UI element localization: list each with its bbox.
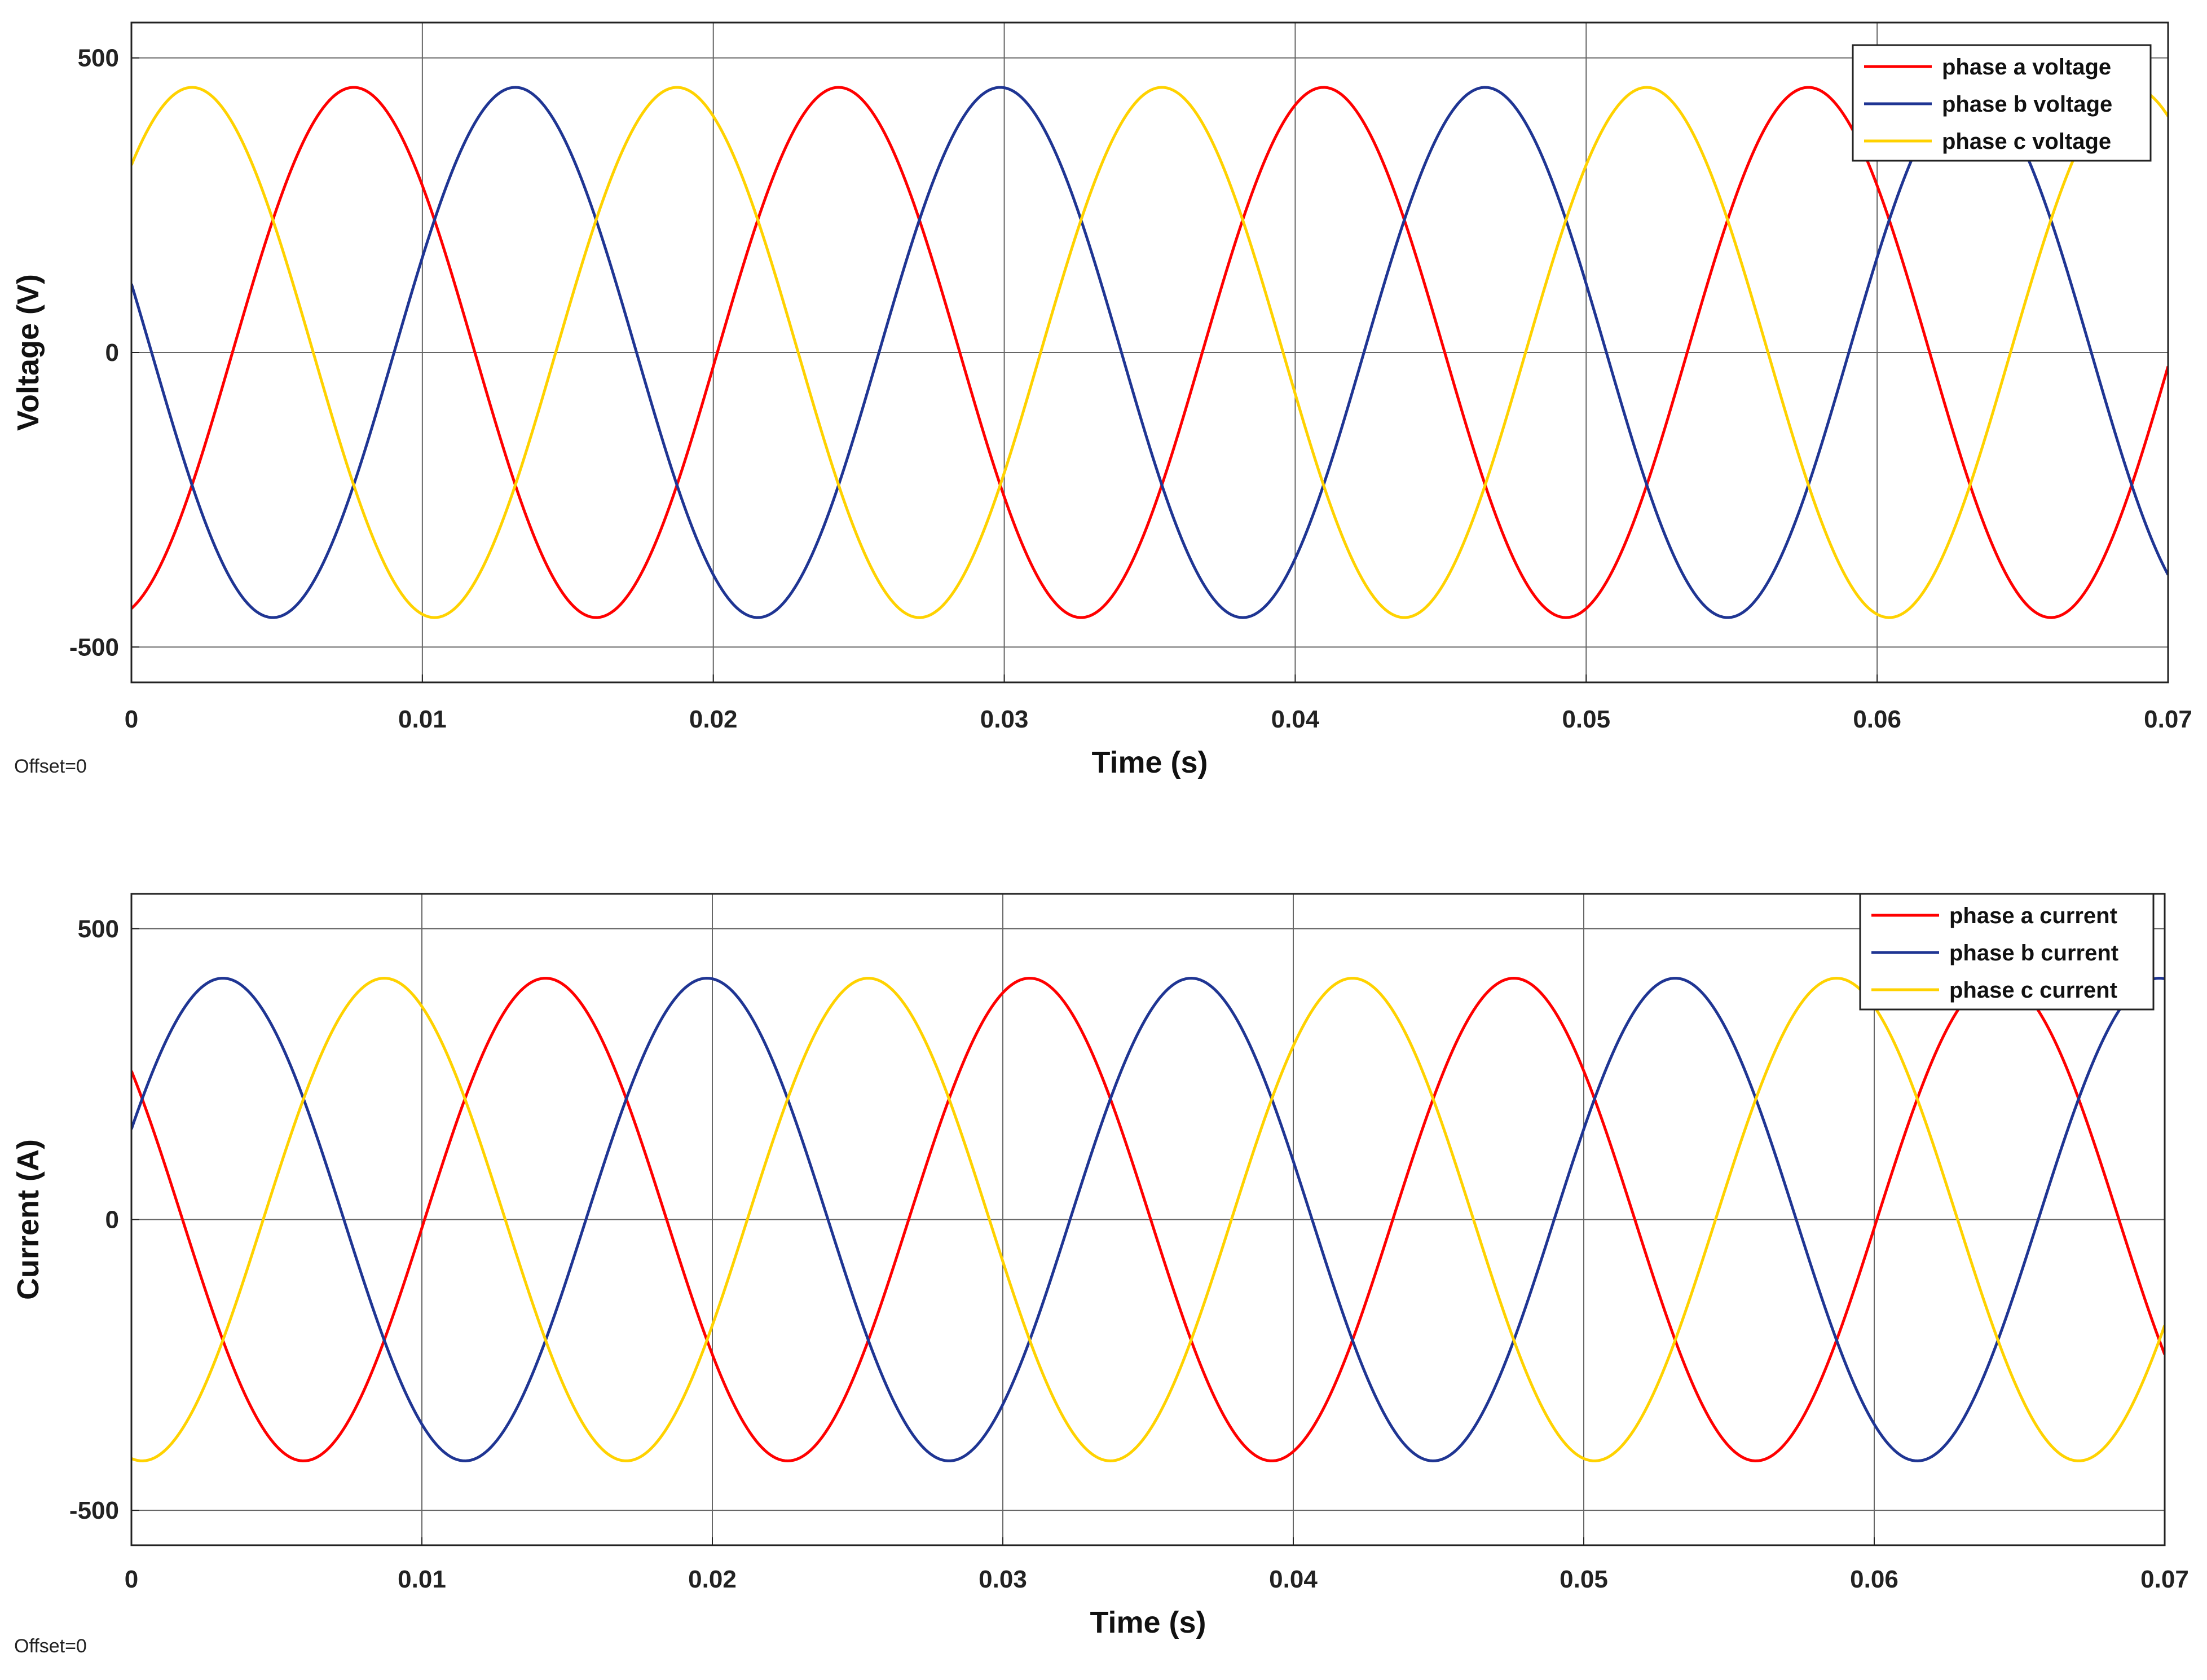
y-tick-label: 500	[78, 915, 119, 943]
legend-entry: phase a voltage	[1942, 55, 2111, 80]
legend-entry: phase b voltage	[1942, 92, 2112, 117]
x-tick-label: 0.05	[1560, 1566, 1608, 1593]
y-tick-label: -500	[69, 1497, 119, 1524]
x-tick-label: 0.07	[2140, 1566, 2189, 1593]
x-tick-label: 0	[125, 705, 138, 733]
x-tick-label: 0	[125, 1566, 138, 1593]
x-tick-label: 0.07	[2144, 705, 2192, 733]
legend: phase a current phase b current phase c cu…	[1859, 893, 2155, 1011]
legend-entry: phase c voltage	[1942, 129, 2111, 154]
x-tick-label: 0.02	[689, 705, 738, 733]
legend-entry: phase a current	[1949, 903, 2117, 928]
current-offset-label: Offset=0	[14, 1635, 87, 1657]
x-tick-label: 0.03	[980, 705, 1029, 733]
x-axis-label: Time (s)	[1091, 746, 1208, 779]
voltage-chart-panel: 0 0.01 0.02 0.03 0.04 0.05 0.06 0.07 -500 0 500 Tim…	[0, 0, 2207, 829]
x-tick-label: 0.03	[979, 1566, 1027, 1593]
series-line-1	[131, 86, 2168, 619]
series-line-3	[131, 86, 2168, 619]
x-tick-label: 0.06	[1853, 705, 1901, 733]
x-tick-label: 0.01	[398, 705, 447, 733]
series-line-3	[131, 977, 2165, 1462]
y-tick-label: -500	[69, 633, 119, 661]
current-chart-panel: 0 0.01 0.02 0.03 0.04 0.05 0.06 0.07 -500 0 500 Tim…	[0, 829, 2207, 1680]
series-line-1	[131, 977, 2165, 1462]
x-tick-label: 0.04	[1271, 705, 1320, 733]
x-axis-label: Time (s)	[1090, 1606, 1206, 1639]
x-tick-label: 0.02	[688, 1566, 737, 1593]
series-line-2	[131, 977, 2165, 1462]
y-tick-label: 0	[105, 339, 119, 367]
x-tick-label: 0.04	[1269, 1566, 1318, 1593]
voltage-offset-label: Offset=0	[14, 756, 87, 777]
y-tick-label: 0	[105, 1206, 119, 1234]
series-line-2	[131, 86, 2168, 619]
legend-entry: phase c current	[1949, 978, 2117, 1003]
legend-entry: phase b current	[1949, 941, 2118, 965]
x-tick-label: 0.01	[398, 1566, 446, 1593]
voltage-chart: 0 0.01 0.02 0.03 0.04 0.05 0.06 0.07 -500 0 500 Tim…	[11, 21, 2192, 779]
legend: phase a voltage phase b voltage phase c vo…	[1852, 44, 2152, 162]
current-chart: 0 0.01 0.02 0.03 0.04 0.05 0.06 0.07 -500 0 500 Tim…	[11, 893, 2189, 1639]
y-axis-label: Voltage (V)	[11, 274, 45, 431]
y-tick-label: 500	[78, 45, 119, 72]
x-tick-label: 0.06	[1850, 1566, 1898, 1593]
x-tick-label: 0.05	[1562, 705, 1610, 733]
y-axis-label: Current (A)	[11, 1139, 45, 1300]
